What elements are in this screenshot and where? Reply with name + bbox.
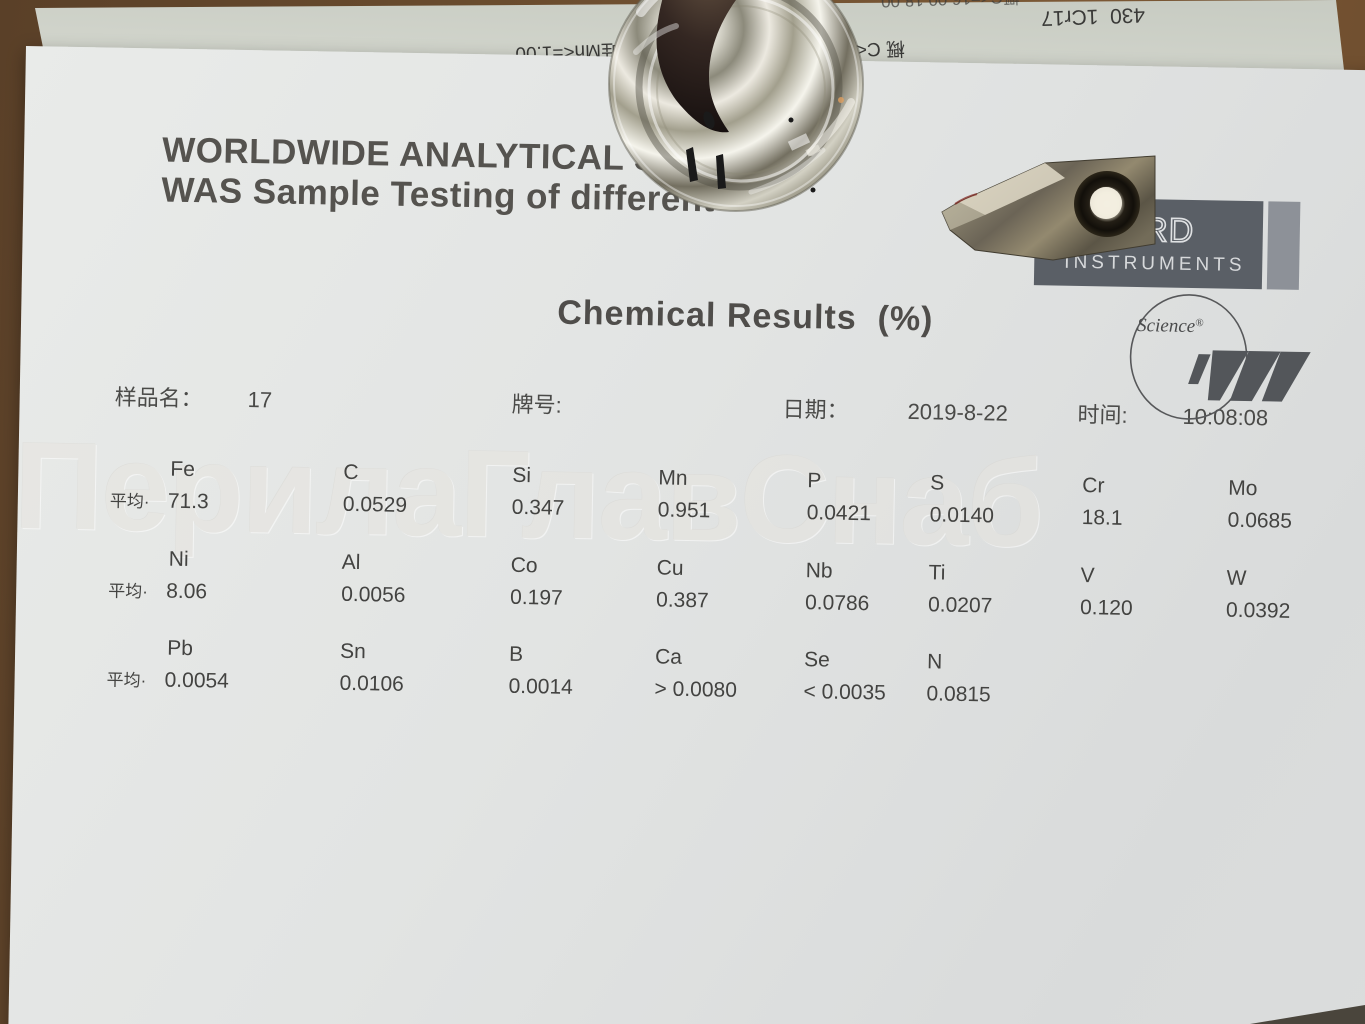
svg-text:Science®: Science®: [1137, 315, 1204, 337]
